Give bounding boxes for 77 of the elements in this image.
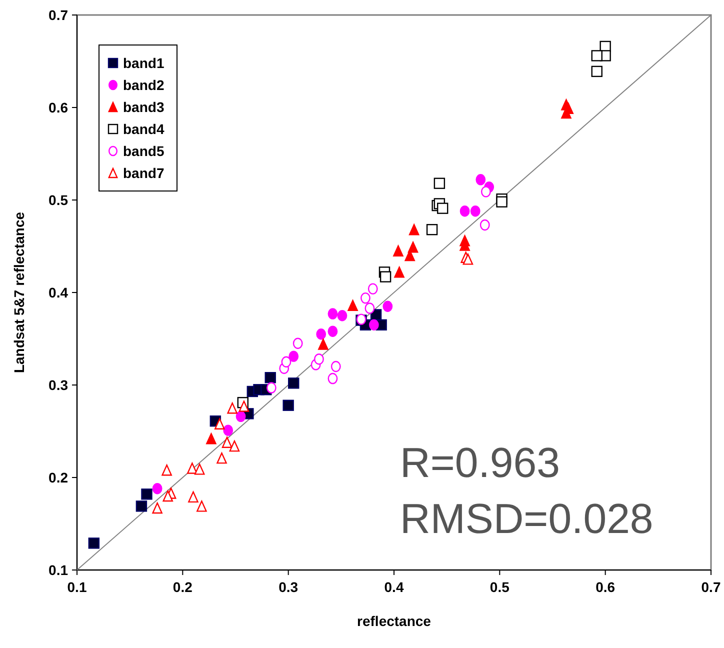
point bbox=[264, 372, 276, 384]
point bbox=[434, 178, 446, 189]
x-tick-label: 0.1 bbox=[67, 579, 87, 595]
point bbox=[196, 500, 207, 512]
y-tick-label: 0.4 bbox=[48, 284, 68, 300]
point bbox=[227, 402, 238, 414]
x-axis-title: reflectance bbox=[357, 613, 432, 629]
point bbox=[288, 350, 299, 362]
point bbox=[460, 206, 470, 217]
point bbox=[214, 418, 225, 430]
point bbox=[141, 488, 152, 500]
legend-label: band2 bbox=[123, 77, 164, 93]
point bbox=[152, 502, 162, 514]
point bbox=[382, 300, 393, 312]
point bbox=[393, 245, 404, 256]
point bbox=[318, 338, 328, 350]
point bbox=[364, 302, 375, 314]
point bbox=[328, 326, 338, 337]
y-tick-label: 0.5 bbox=[48, 192, 68, 208]
legend-label: band5 bbox=[123, 143, 164, 159]
point bbox=[437, 202, 448, 214]
point bbox=[328, 308, 338, 320]
annotation: RMSD=0.028 bbox=[400, 495, 654, 542]
point bbox=[462, 254, 474, 265]
point bbox=[591, 66, 602, 78]
point bbox=[394, 266, 404, 278]
point bbox=[266, 382, 276, 394]
point bbox=[188, 491, 198, 503]
y-tick-label: 0.2 bbox=[48, 470, 68, 486]
x-tick-label: 0.7 bbox=[701, 579, 721, 595]
point bbox=[316, 328, 326, 340]
x-tick-label: 0.3 bbox=[278, 579, 298, 595]
point bbox=[162, 464, 172, 476]
point bbox=[216, 452, 227, 464]
point bbox=[88, 538, 100, 549]
point bbox=[136, 500, 148, 512]
point bbox=[288, 378, 300, 389]
point bbox=[563, 102, 574, 114]
point bbox=[496, 196, 508, 208]
x-tick-label: 0.6 bbox=[596, 579, 616, 595]
point bbox=[426, 224, 438, 236]
x-tick-label: 0.2 bbox=[172, 579, 193, 595]
point bbox=[348, 300, 358, 312]
point bbox=[408, 242, 418, 253]
y-axis-title: Landsat 5&7 reflectance bbox=[11, 212, 27, 374]
point bbox=[408, 224, 420, 236]
point bbox=[152, 483, 162, 494]
point bbox=[229, 440, 240, 452]
point bbox=[223, 424, 234, 436]
x-tick-label: 0.5 bbox=[490, 579, 510, 595]
point bbox=[281, 356, 292, 368]
point bbox=[194, 464, 205, 475]
point bbox=[162, 490, 174, 502]
y-tick-label: 0.7 bbox=[48, 7, 68, 23]
x-tick-label: 0.4 bbox=[384, 579, 404, 595]
y-tick-label: 0.3 bbox=[48, 377, 68, 393]
point bbox=[187, 462, 198, 474]
legend-label: band3 bbox=[123, 99, 164, 115]
point bbox=[314, 354, 324, 365]
point bbox=[337, 310, 348, 322]
point bbox=[206, 433, 216, 444]
point bbox=[480, 186, 491, 198]
point bbox=[282, 400, 294, 411]
y-tick-label: 0.6 bbox=[48, 100, 68, 116]
point bbox=[222, 436, 232, 448]
y-tick-label: 0.1 bbox=[48, 562, 68, 578]
point bbox=[368, 319, 379, 330]
annotation: R=0.963 bbox=[400, 439, 560, 486]
point bbox=[236, 410, 246, 422]
legend-label: band4 bbox=[123, 121, 164, 137]
point bbox=[476, 174, 486, 186]
legend-label: band1 bbox=[123, 55, 164, 71]
point bbox=[380, 271, 392, 282]
point bbox=[591, 50, 602, 62]
legend-label: band7 bbox=[123, 165, 164, 181]
point bbox=[470, 206, 480, 217]
point bbox=[238, 400, 250, 412]
